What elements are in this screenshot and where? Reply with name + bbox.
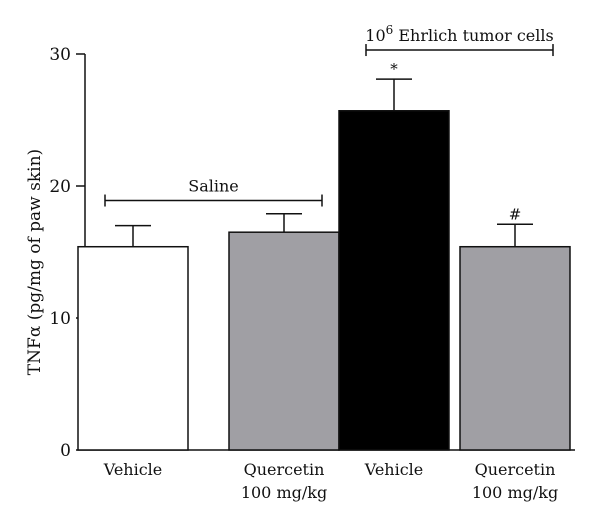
category-label: Quercetin	[244, 460, 325, 479]
bar	[338, 110, 450, 451]
significance-mark: #	[509, 205, 522, 223]
y-tick-label: 20	[49, 177, 71, 197]
bar	[228, 231, 340, 451]
category-label: 100 mg/kg	[472, 483, 558, 502]
y-axis: 0 10 20 30 TNFα (pg/mg of paw skin)	[25, 45, 86, 461]
y-tick-label: 10	[49, 309, 71, 329]
bars: Vehicle Quercetin 100 mg/kg * Vehicle # Querce…	[77, 60, 571, 502]
group-label: Saline	[188, 177, 239, 196]
category-label: Vehicle	[103, 460, 163, 479]
category-label: Quercetin	[475, 460, 556, 479]
bar	[77, 245, 189, 451]
group-brackets: Saline 106 Ehrlich tumor cells	[104, 23, 554, 207]
group-label: 106 Ehrlich tumor cells	[365, 23, 553, 45]
category-label: 100 mg/kg	[241, 483, 327, 502]
category-label: Vehicle	[364, 460, 424, 479]
bar	[459, 245, 571, 451]
y-tick-label: 30	[49, 45, 71, 65]
y-axis-label: TNFα (pg/mg of paw skin)	[25, 149, 45, 375]
y-tick-label: 0	[60, 441, 71, 461]
significance-mark: *	[390, 60, 398, 78]
